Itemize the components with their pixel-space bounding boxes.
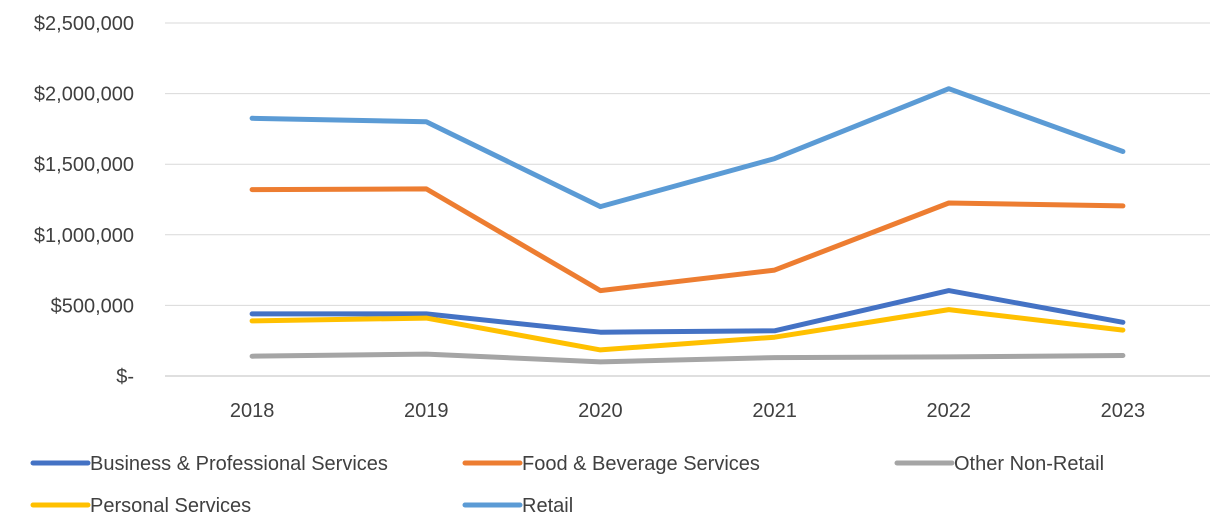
- y-tick-label: $-: [116, 366, 134, 388]
- y-tick-label: $2,500,000: [34, 13, 134, 35]
- y-tick-label: $500,000: [51, 295, 134, 317]
- series-line: [249, 86, 1126, 210]
- legend-item: Business & Professional Services: [30, 453, 388, 475]
- legend-item: Personal Services: [30, 495, 251, 516]
- legend-label: Food & Beverage Services: [522, 453, 760, 475]
- x-tick-label: 2019: [404, 400, 449, 422]
- x-tick-label: 2022: [927, 400, 972, 422]
- legend-label: Other Non-Retail: [954, 453, 1104, 475]
- x-axis-tick-labels: 2018 2019 2020 2021 2022 2023: [230, 400, 1145, 422]
- legend-item: Retail: [462, 495, 573, 516]
- y-axis-tick-labels: $- $500,000 $1,000,000 $1,500,000 $2,000,000…: [34, 13, 134, 388]
- series-line: [249, 307, 1126, 353]
- series-lines: [249, 86, 1126, 365]
- legend-label: Personal Services: [90, 495, 251, 516]
- y-tick-label: $1,500,000: [34, 154, 134, 176]
- series-line: [249, 186, 1126, 294]
- legend-item: Other Non-Retail: [894, 453, 1104, 475]
- legend-label: Retail: [522, 495, 573, 516]
- legend-item: Food & Beverage Services: [462, 453, 760, 475]
- gridlines: [165, 22, 1210, 377]
- x-tick-label: 2020: [578, 400, 623, 422]
- x-tick-label: 2018: [230, 400, 275, 422]
- legend-label: Business & Professional Services: [90, 453, 388, 475]
- y-tick-label: $2,000,000: [34, 84, 134, 106]
- series-line: [249, 288, 1126, 335]
- series-line: [249, 351, 1126, 365]
- x-tick-label: 2021: [752, 400, 797, 422]
- x-tick-label: 2023: [1101, 400, 1146, 422]
- legend: Business & Professional Services Food & B…: [30, 453, 1104, 516]
- y-tick-label: $1,000,000: [34, 225, 134, 247]
